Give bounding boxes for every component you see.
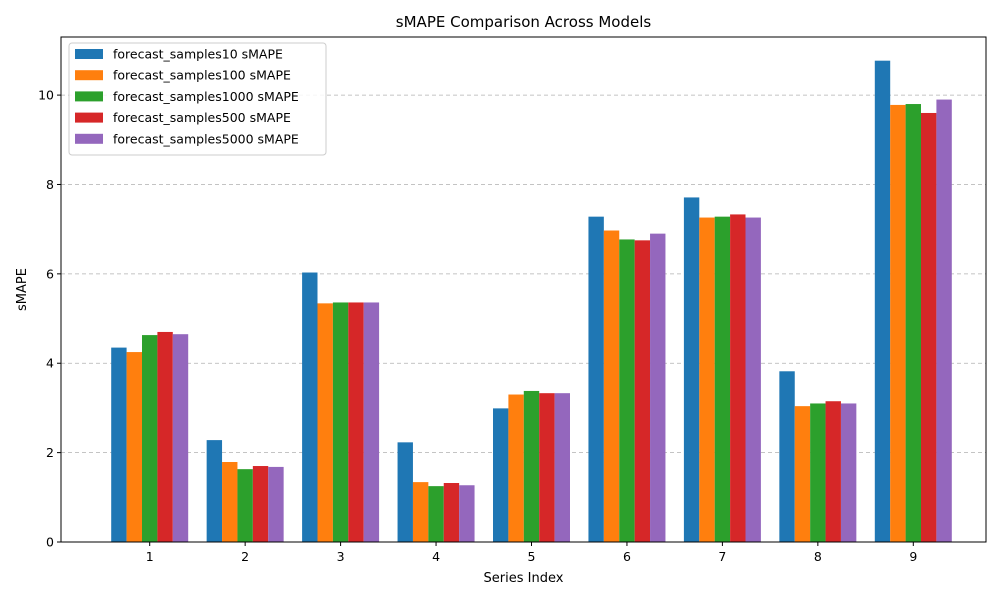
bar-series3-cat8 <box>921 112 937 542</box>
legend: forecast_samples10 sMAPE forecast_samples… <box>68 42 327 156</box>
bar-series3-cat6 <box>730 214 746 542</box>
bar-series2-cat5 <box>619 239 635 542</box>
legend-label: forecast_samples500 sMAPE <box>113 110 291 125</box>
x-tick-label: 5 <box>528 549 536 564</box>
bar-series0-cat5 <box>588 216 604 543</box>
y-tick-label: 10 <box>38 88 54 103</box>
bar-series2-cat2 <box>332 302 349 542</box>
bar-series4-cat3 <box>459 485 475 542</box>
bar-series2-cat1 <box>237 469 253 542</box>
legend-label: forecast_samples100 sMAPE <box>113 68 291 83</box>
bar-series1-cat8 <box>890 104 906 543</box>
bar-series1-cat0 <box>126 352 142 542</box>
x-axis: 1 2 3 4 5 6 7 8 9 <box>146 542 917 564</box>
y-tick-label: 0 <box>46 535 54 550</box>
x-tick-label: 8 <box>814 549 822 564</box>
bar-series3-cat0 <box>157 331 173 542</box>
bar-series4-cat8 <box>936 99 952 542</box>
bar-series3-cat3 <box>443 483 460 542</box>
bar-series1-cat3 <box>412 482 429 542</box>
bar-series3-cat7 <box>825 401 841 542</box>
bar-series2-cat3 <box>428 486 444 542</box>
bar-series1-cat6 <box>699 217 715 542</box>
bar-series1-cat7 <box>794 406 811 542</box>
bar-series3-cat1 <box>252 466 269 542</box>
x-tick-label: 3 <box>337 549 345 564</box>
bar-series4-cat6 <box>745 217 761 542</box>
bar-series1-cat2 <box>317 303 333 542</box>
bar-series0-cat8 <box>874 60 891 542</box>
y-tick-label: 2 <box>46 445 54 460</box>
legend-box <box>68 42 327 156</box>
bar-series0-cat7 <box>779 371 795 542</box>
legend-swatch <box>75 70 103 81</box>
bar-series4-cat7 <box>840 403 857 542</box>
legend-swatch <box>75 112 103 123</box>
bar-series2-cat7 <box>810 403 826 542</box>
y-axis-label: sMAPE <box>15 268 30 311</box>
x-tick-label: 7 <box>718 549 726 564</box>
y-tick-label: 4 <box>46 356 54 371</box>
bar-series0-cat0 <box>111 347 127 542</box>
bar-series0-cat6 <box>683 197 700 542</box>
legend-swatch <box>75 49 103 59</box>
bar-series0-cat4 <box>493 408 509 542</box>
bar-series4-cat1 <box>268 466 284 542</box>
bar-series2-cat4 <box>523 390 540 542</box>
bar-series2-cat6 <box>714 216 731 543</box>
bar-series3-cat5 <box>634 240 651 543</box>
x-tick-label: 9 <box>909 549 917 564</box>
legend-label: forecast_samples1000 sMAPE <box>113 89 299 104</box>
bar-series0-cat1 <box>206 440 223 542</box>
plot-frame <box>60 36 987 543</box>
bar-series1-cat1 <box>222 462 238 542</box>
bars <box>111 60 952 543</box>
bar-series2-cat8 <box>905 104 921 542</box>
x-tick-label: 4 <box>432 549 440 564</box>
bar-series3-cat4 <box>539 393 555 542</box>
x-tick-label: 6 <box>623 549 631 564</box>
x-tick-label: 2 <box>241 549 249 564</box>
chart-title: sMAPE Comparison Across Models <box>396 13 652 31</box>
bar-series4-cat2 <box>363 302 380 542</box>
bar-series4-cat0 <box>172 334 189 542</box>
y-axis: 0 2 4 6 8 10 <box>38 88 61 550</box>
legend-swatch <box>75 133 103 144</box>
bar-series2-cat0 <box>142 335 158 542</box>
x-tick-label: 1 <box>146 549 154 564</box>
bar-series4-cat4 <box>554 393 570 542</box>
bar-series4-cat5 <box>650 233 666 543</box>
bar-series1-cat5 <box>603 230 620 542</box>
y-tick-label: 8 <box>46 177 54 192</box>
bar-series0-cat3 <box>397 442 413 542</box>
bar-series3-cat2 <box>348 302 364 542</box>
legend-swatch <box>75 91 103 102</box>
legend-label: forecast_samples5000 sMAPE <box>113 131 299 146</box>
bar-series0-cat2 <box>302 272 318 542</box>
y-tick-label: 6 <box>46 266 54 281</box>
legend-label: forecast_samples10 sMAPE <box>113 47 283 62</box>
bar-series1-cat4 <box>508 394 524 542</box>
x-axis-label: Series Index <box>484 571 564 586</box>
